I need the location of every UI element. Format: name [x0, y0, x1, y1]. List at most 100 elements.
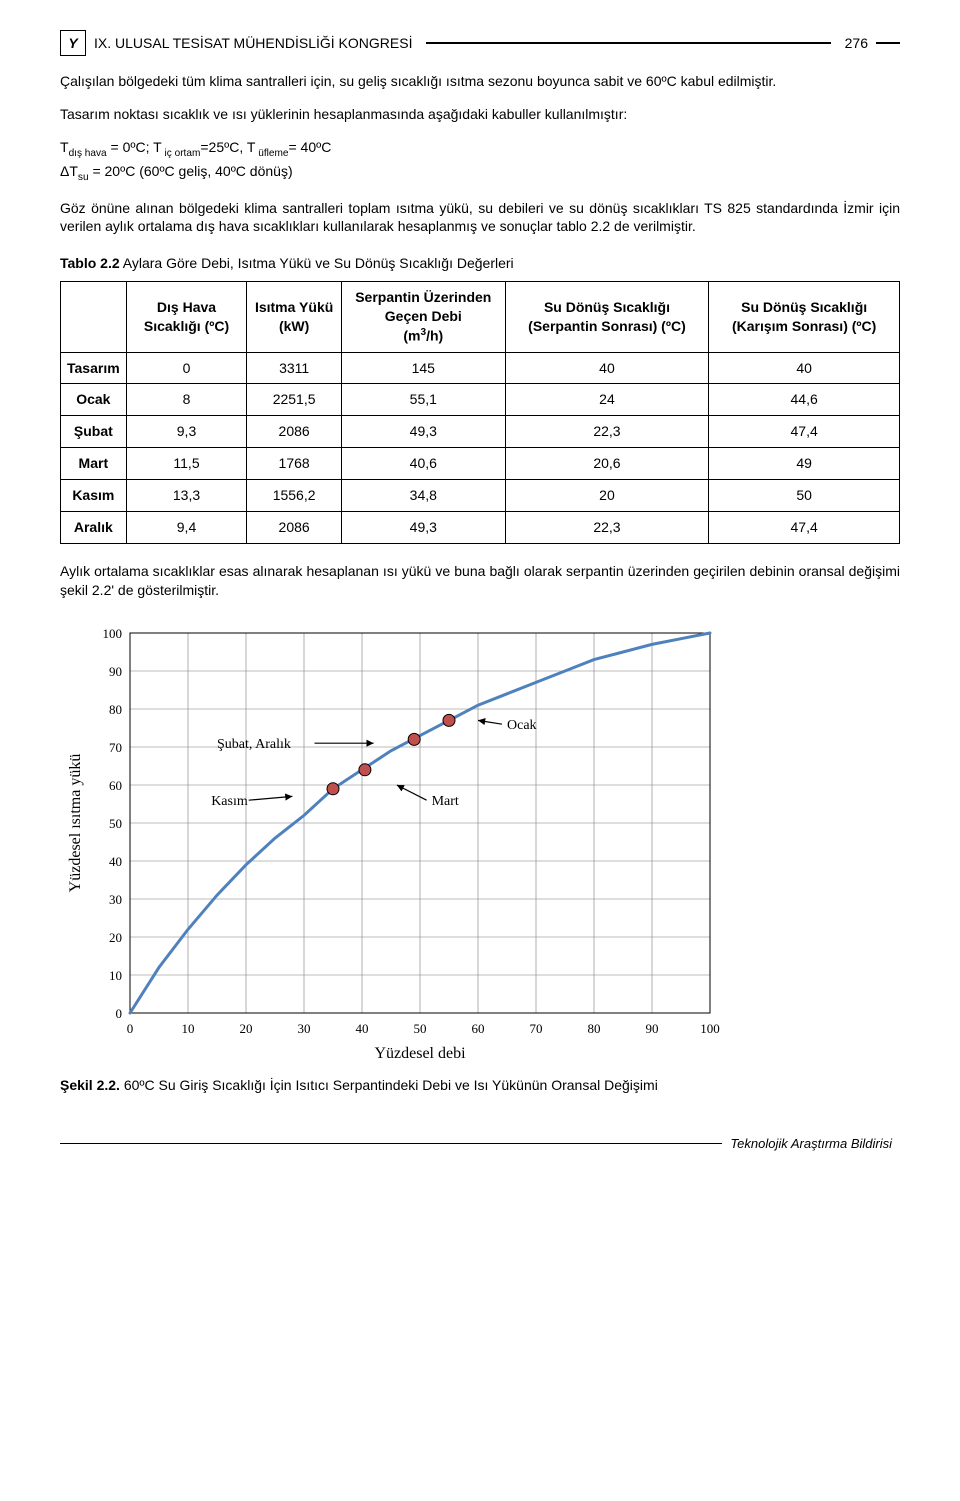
row-head: Aralık	[61, 512, 127, 544]
table-cell: 24	[505, 384, 709, 416]
th-col2: Isıtma Yükü (kW)	[247, 282, 342, 352]
chart-ytick-label: 80	[109, 702, 122, 717]
table-cell: 20,6	[505, 448, 709, 480]
th-col3-unit-pre: (m	[403, 328, 420, 344]
table-caption: Tablo 2.2 Aylara Göre Debi, Isıtma Yükü …	[60, 254, 900, 273]
table-row: Mart11,5176840,620,649	[61, 448, 900, 480]
chart-xtick-label: 90	[646, 1021, 659, 1036]
table-cell: 2086	[247, 416, 342, 448]
chart-xtick-label: 60	[472, 1021, 485, 1036]
table-cell: 9,4	[126, 512, 247, 544]
figure-caption-bold: Şekil 2.2.	[60, 1077, 120, 1093]
row-head: Mart	[61, 448, 127, 480]
table-cell: 2086	[247, 512, 342, 544]
table-cell: 2251,5	[247, 384, 342, 416]
paragraph-1: Çalışılan bölgedeki tüm klima santraller…	[60, 72, 900, 91]
th-col1: Dış Hava Sıcaklığı (ºC)	[126, 282, 247, 352]
th-col3-text: Serpantin Üzerinden Geçen Debi	[355, 289, 491, 324]
chart-marker-label: Mart	[432, 794, 459, 809]
f1-mid2: =25ºC, T	[200, 139, 255, 155]
logo-glyph: Y	[68, 34, 77, 53]
chart-ylabel: Yüzdesel ısıtma yükü	[67, 753, 84, 892]
table-cell: 1768	[247, 448, 342, 480]
table-cell: 22,3	[505, 416, 709, 448]
f2-end: = 20ºC (60ºC geliş, 40ºC dönüş)	[89, 163, 293, 179]
chart-xtick-label: 10	[182, 1021, 195, 1036]
table-caption-rest: Aylara Göre Debi, Isıtma Yükü ve Su Dönü…	[120, 255, 514, 271]
chart-marker	[408, 733, 420, 745]
page-header: Y IX. ULUSAL TESİSAT MÜHENDİSLİĞİ KONGRE…	[60, 30, 900, 56]
paragraph-4: Aylık ortalama sıcaklıklar esas alınarak…	[60, 562, 900, 600]
logo-icon: Y	[60, 30, 86, 56]
chart-xtick-label: 50	[414, 1021, 427, 1036]
th-col4: Su Dönüş Sıcaklığı (Serpantin Sonrası) (…	[505, 282, 709, 352]
paragraph-2-lead: Tasarım noktası sıcaklık ve ısı yüklerin…	[60, 105, 900, 124]
th-col3-unit-post: /h)	[426, 328, 443, 344]
chart-marker-label: Şubat, Aralık	[217, 737, 291, 752]
f1-sub2: iç ortam	[162, 148, 201, 159]
page-number: 276	[845, 34, 868, 53]
chart-marker-label: Ocak	[507, 718, 537, 733]
table-cell: 49,3	[341, 416, 505, 448]
f1-mid1: = 0ºC; T	[107, 139, 162, 155]
table-row: Şubat9,3208649,322,347,4	[61, 416, 900, 448]
chart-xtick-label: 100	[700, 1021, 720, 1036]
footer-text: Teknolojik Araştırma Bildirisi	[722, 1135, 900, 1153]
f2-pre: ΔT	[60, 163, 78, 179]
table-cell: 40,6	[341, 448, 505, 480]
chart-ytick-label: 60	[109, 778, 122, 793]
chart-xtick-label: 80	[588, 1021, 601, 1036]
table-cell: 145	[341, 352, 505, 384]
table-row: Kasım13,31556,234,82050	[61, 480, 900, 512]
chart-ytick-label: 90	[109, 664, 122, 679]
chart-xlabel: Yüzdesel debi	[374, 1045, 466, 1062]
table-cell: 49,3	[341, 512, 505, 544]
th-col5: Su Dönüş Sıcaklığı (Karışım Sonrası) (ºC…	[709, 282, 900, 352]
chart-ytick-label: 30	[109, 892, 122, 907]
data-table: Dış Hava Sıcaklığı (ºC) Isıtma Yükü (kW)…	[60, 281, 900, 544]
paragraph-3: Göz önüne alınan bölgedeki klima santral…	[60, 199, 900, 237]
chart-ytick-label: 70	[109, 740, 122, 755]
table-cell: 13,3	[126, 480, 247, 512]
table-cell: 50	[709, 480, 900, 512]
f1-sub1: dış hava	[69, 148, 107, 159]
f2-sub: su	[78, 172, 89, 183]
table-cell: 1556,2	[247, 480, 342, 512]
chart-xtick-label: 0	[127, 1021, 134, 1036]
table-cell: 34,8	[341, 480, 505, 512]
table-cell: 3311	[247, 352, 342, 384]
table-cell: 22,3	[505, 512, 709, 544]
row-head: Şubat	[61, 416, 127, 448]
page-footer: Teknolojik Araştırma Bildirisi	[60, 1135, 900, 1153]
table-cell: 47,4	[709, 512, 900, 544]
chart-xtick-label: 70	[530, 1021, 543, 1036]
footer-rule-left	[60, 1143, 722, 1145]
table-cell: 9,3	[126, 416, 247, 448]
chart-ytick-label: 100	[103, 626, 123, 641]
table-cell: 0	[126, 352, 247, 384]
table-cell: 44,6	[709, 384, 900, 416]
th-blank	[61, 282, 127, 352]
f1-pre: T	[60, 139, 69, 155]
formula-block: Tdış hava = 0ºC; T iç ortam=25ºC, T üfle…	[60, 138, 900, 185]
table-cell: 40	[709, 352, 900, 384]
figure-caption: Şekil 2.2. 60ºC Su Giriş Sıcaklığı İçin …	[60, 1076, 900, 1095]
formula-line-1: Tdış hava = 0ºC; T iç ortam=25ºC, T üfle…	[60, 138, 900, 160]
figure-caption-rest: 60ºC Su Giriş Sıcaklığı İçin Isıtıcı Ser…	[120, 1077, 658, 1093]
table-row: Aralık9,4208649,322,347,4	[61, 512, 900, 544]
chart-marker	[359, 763, 371, 775]
table-cell: 20	[505, 480, 709, 512]
chart-ytick-label: 0	[116, 1006, 123, 1021]
header-rule	[426, 42, 830, 44]
table-row: Ocak82251,555,12444,6	[61, 384, 900, 416]
table-cell: 8	[126, 384, 247, 416]
chart-svg: KasımMartŞubat, AralıkOcak01020304050607…	[60, 618, 730, 1068]
chart-container: KasımMartŞubat, AralıkOcak01020304050607…	[60, 618, 730, 1068]
table-header-row: Dış Hava Sıcaklığı (ºC) Isıtma Yükü (kW)…	[61, 282, 900, 352]
chart-ytick-label: 20	[109, 930, 122, 945]
table-caption-bold: Tablo 2.2	[60, 255, 120, 271]
chart-xtick-label: 30	[298, 1021, 311, 1036]
table-cell: 40	[505, 352, 709, 384]
chart-xtick-label: 20	[240, 1021, 253, 1036]
chart-ytick-label: 40	[109, 854, 122, 869]
